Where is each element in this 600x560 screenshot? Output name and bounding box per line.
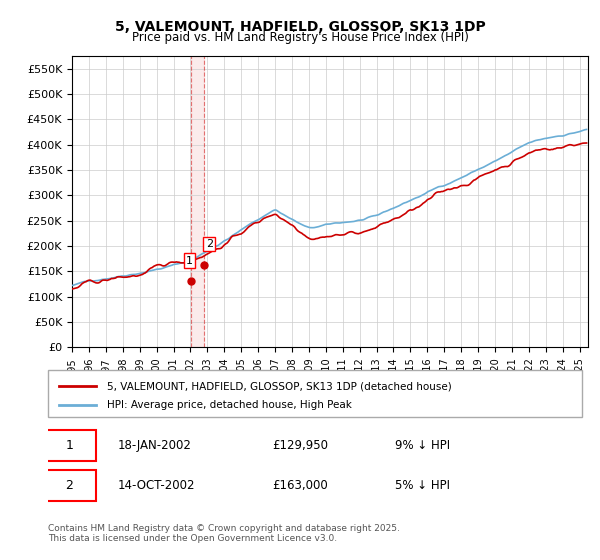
Text: 2: 2 xyxy=(65,479,73,492)
Bar xyxy=(191,56,204,347)
FancyBboxPatch shape xyxy=(43,430,96,461)
Text: Price paid vs. HM Land Registry's House Price Index (HPI): Price paid vs. HM Land Registry's House … xyxy=(131,31,469,44)
Text: 14-OCT-2002: 14-OCT-2002 xyxy=(118,479,195,492)
Text: £163,000: £163,000 xyxy=(272,479,328,492)
Text: 5, VALEMOUNT, HADFIELD, GLOSSOP, SK13 1DP (detached house): 5, VALEMOUNT, HADFIELD, GLOSSOP, SK13 1D… xyxy=(107,381,451,391)
FancyBboxPatch shape xyxy=(48,370,582,417)
Text: 5% ↓ HPI: 5% ↓ HPI xyxy=(395,479,450,492)
Text: 1: 1 xyxy=(186,256,193,265)
Text: 2: 2 xyxy=(206,239,213,249)
Text: 5, VALEMOUNT, HADFIELD, GLOSSOP, SK13 1DP: 5, VALEMOUNT, HADFIELD, GLOSSOP, SK13 1D… xyxy=(115,20,485,34)
Text: 1: 1 xyxy=(65,439,73,452)
Text: £129,950: £129,950 xyxy=(272,439,328,452)
Text: Contains HM Land Registry data © Crown copyright and database right 2025.
This d: Contains HM Land Registry data © Crown c… xyxy=(48,524,400,543)
Text: 9% ↓ HPI: 9% ↓ HPI xyxy=(395,439,450,452)
Text: HPI: Average price, detached house, High Peak: HPI: Average price, detached house, High… xyxy=(107,400,352,410)
Text: 18-JAN-2002: 18-JAN-2002 xyxy=(118,439,191,452)
FancyBboxPatch shape xyxy=(43,470,96,501)
